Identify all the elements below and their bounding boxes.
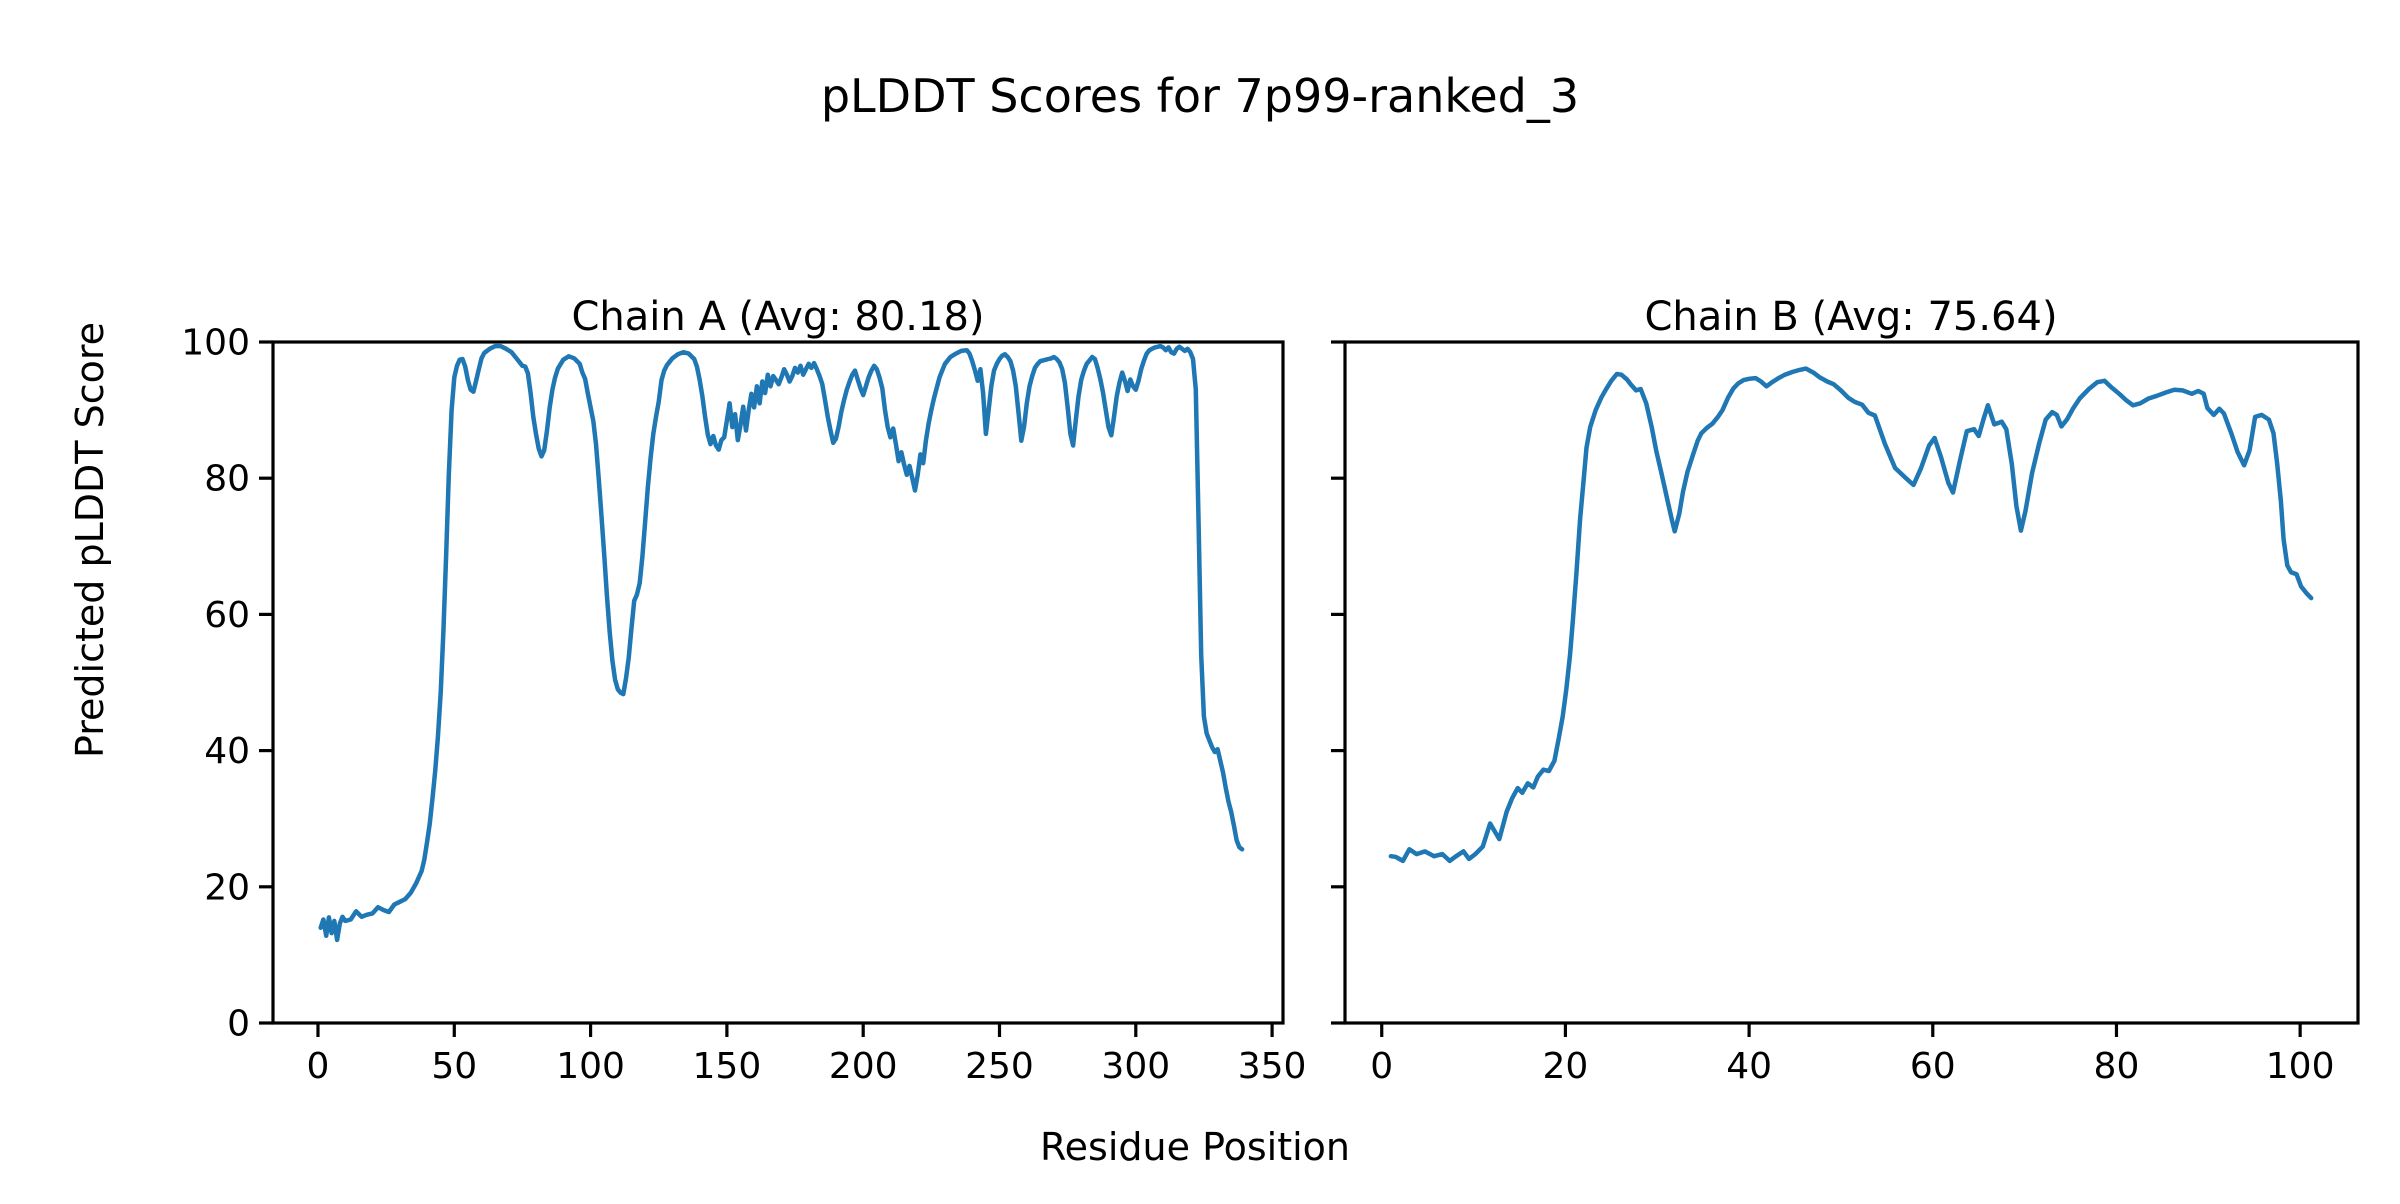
- x-tick-label: 250: [965, 1046, 1034, 1087]
- x-tick-label: 350: [1238, 1046, 1307, 1087]
- figure-title: pLDDT Scores for 7p99-ranked_3: [821, 69, 1579, 123]
- x-tick-label: 50: [431, 1046, 477, 1087]
- axes-frame: [271, 340, 1285, 1025]
- plddt-line-chain-a: [318, 343, 1245, 943]
- x-tick-label: 100: [556, 1046, 625, 1087]
- subplot-title-chain-b: Chain B (Avg: 75.64): [1644, 294, 2057, 340]
- axis-ticks: 0 50 100 150 200 250 300 350 0 20 40 60 80 100: [181, 323, 1306, 1088]
- y-tick-label: 100: [181, 323, 250, 364]
- x-tick-label: 0: [1370, 1046, 1393, 1087]
- subplot-chain-b: Chain B (Avg: 75.64) 0 20 40 60 80 100: [1331, 294, 2360, 1087]
- x-tick-label: 20: [1543, 1046, 1589, 1087]
- x-tick-label: 100: [2266, 1046, 2335, 1087]
- x-tick-label: 0: [307, 1046, 330, 1087]
- subplot-title-chain-a: Chain A (Avg: 80.18): [571, 294, 984, 340]
- x-tick-label: 300: [1101, 1046, 1170, 1087]
- y-axis-label: Predicted pLDDT Score: [68, 322, 112, 758]
- x-axis-label: Residue Position: [1040, 1125, 1350, 1169]
- x-tick-label: 60: [1910, 1046, 1956, 1087]
- axes-frame: [1343, 340, 2360, 1025]
- y-tick-label: 20: [204, 867, 250, 908]
- x-tick-label: 80: [2094, 1046, 2140, 1087]
- x-tick-label: 40: [1726, 1046, 1772, 1087]
- axis-ticks: 0 20 40 60 80 100: [1331, 340, 2335, 1087]
- x-tick-label: 150: [693, 1046, 762, 1087]
- y-tick-label: 40: [204, 731, 250, 772]
- subplot-chain-a: Chain A (Avg: 80.18) 0 50 100 150 200 250 300 3…: [181, 294, 1306, 1087]
- x-tick-label: 200: [829, 1046, 898, 1087]
- y-tick-label: 0: [227, 1004, 250, 1045]
- y-tick-label: 80: [204, 459, 250, 500]
- plddt-line-chain-b: [1388, 366, 2314, 864]
- y-tick-label: 60: [204, 595, 250, 636]
